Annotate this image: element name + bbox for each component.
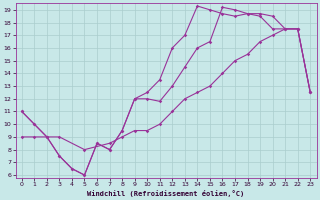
X-axis label: Windchill (Refroidissement éolien,°C): Windchill (Refroidissement éolien,°C): [87, 190, 245, 197]
